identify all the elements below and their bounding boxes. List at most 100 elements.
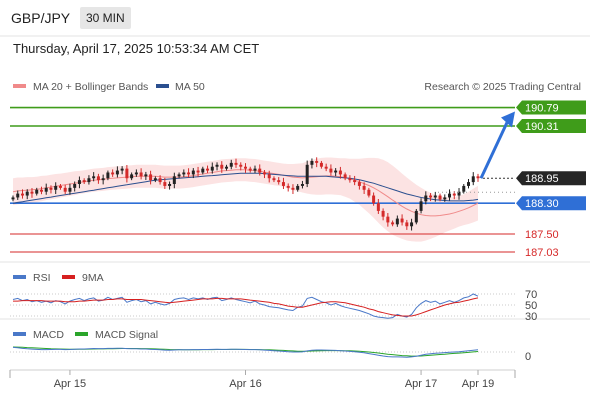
legend-swatch-ma50: [156, 84, 169, 88]
candle: [172, 172, 176, 189]
candle: [168, 181, 172, 190]
candle: [357, 179, 361, 190]
candle: [410, 218, 414, 231]
price-tag-label: 190.79: [525, 103, 559, 115]
candle: [400, 214, 404, 226]
candle: [281, 177, 285, 189]
candle: [77, 176, 81, 189]
candle: [244, 163, 247, 173]
candle: [191, 168, 195, 179]
candle: [395, 215, 399, 227]
price-tag-187.50: 187.50: [525, 229, 559, 241]
candle: [73, 181, 77, 192]
candle: [262, 169, 266, 179]
candle: [206, 165, 210, 174]
price-tag-label: 190.31: [525, 121, 559, 133]
rsi-ma-line: [13, 297, 479, 317]
legend-swatch-rsi-ma: [62, 275, 75, 279]
candle: [82, 178, 86, 185]
macd-signal-line: [12, 346, 479, 357]
candle: [96, 173, 100, 184]
candle: [277, 177, 281, 185]
candle: [386, 213, 390, 227]
candle: [448, 189, 452, 201]
time-tick-label: Apr 17: [405, 378, 437, 390]
price-tags: 190.79 190.31 188.30 187.50 187.03 188.95: [516, 100, 586, 259]
projection-arrow: [438, 111, 515, 193]
legend-swatch-rsi: [13, 275, 26, 279]
legend-label-ma50: MA 50: [175, 81, 205, 93]
candle: [44, 183, 48, 195]
macd-line: [12, 346, 479, 358]
time-tick-label: Apr 16: [229, 378, 261, 390]
header: GBP/JPY 30 MIN: [0, 0, 590, 36]
candle: [267, 170, 271, 183]
candle: [291, 184, 295, 194]
candle: [215, 162, 219, 171]
candle: [391, 220, 395, 227]
candle: [353, 175, 357, 186]
price-tag-188.95: 188.95: [516, 171, 586, 186]
candle: [462, 184, 466, 194]
candle: [258, 164, 262, 176]
candle: [20, 189, 24, 199]
candle: [239, 162, 243, 171]
candle: [367, 187, 371, 198]
candle: [381, 208, 385, 221]
instrument-title: GBP/JPY: [11, 10, 71, 26]
candle: [11, 195, 15, 202]
candle: [220, 161, 224, 173]
candle: [433, 191, 437, 202]
candle: [362, 182, 366, 194]
candle: [92, 172, 96, 182]
rsi-line: [12, 293, 479, 319]
macd-tick-label: 0: [525, 351, 531, 363]
candle: [210, 162, 214, 174]
candle: [25, 189, 29, 200]
legend-label-macd-signal: MACD Signal: [95, 329, 158, 341]
candle: [253, 165, 257, 174]
candle: [300, 180, 304, 189]
candle: [134, 169, 138, 177]
candle: [234, 158, 238, 168]
timestamp: Thursday, April 17, 2025 10:53:34 AM CET: [13, 41, 260, 56]
candle: [305, 160, 309, 188]
candle: [467, 179, 471, 189]
candle: [16, 190, 20, 200]
timeframe-button[interactable]: 30 MIN: [80, 7, 131, 29]
price-tag-187.03: 187.03: [525, 247, 559, 259]
candle: [338, 166, 342, 179]
candle: [196, 166, 200, 177]
candle: [35, 187, 39, 196]
candle: [443, 194, 447, 202]
rsi-tick-label: 30: [525, 311, 537, 323]
rsi-legend: RSI 9MA: [13, 272, 104, 284]
projection-arrow-head: [501, 111, 515, 128]
price-tag-190.79: 190.79: [516, 100, 586, 115]
candle: [30, 188, 34, 198]
candle: [68, 183, 72, 195]
candle: [329, 164, 333, 176]
candle: [101, 174, 105, 185]
time-tick-label: Apr 19: [462, 378, 494, 390]
candle: [471, 172, 475, 186]
candle: [405, 219, 409, 230]
candle: [106, 170, 110, 181]
bollinger-band-area: [13, 157, 478, 242]
candle: [315, 157, 319, 168]
candle: [476, 173, 480, 182]
candle: [139, 168, 143, 180]
price-tag-188.30: 188.30: [516, 196, 586, 211]
candle: [414, 208, 418, 225]
candle: [130, 172, 134, 181]
candle: [319, 160, 323, 169]
rsi-tick-label: 50: [525, 300, 537, 312]
candle: [115, 166, 119, 178]
price-tag-190.31: 190.31: [516, 119, 586, 133]
candle: [149, 170, 153, 185]
time-tick-label: Apr 15: [54, 378, 86, 390]
price-tag-label: 187.50: [525, 229, 559, 241]
candle: [324, 163, 328, 172]
